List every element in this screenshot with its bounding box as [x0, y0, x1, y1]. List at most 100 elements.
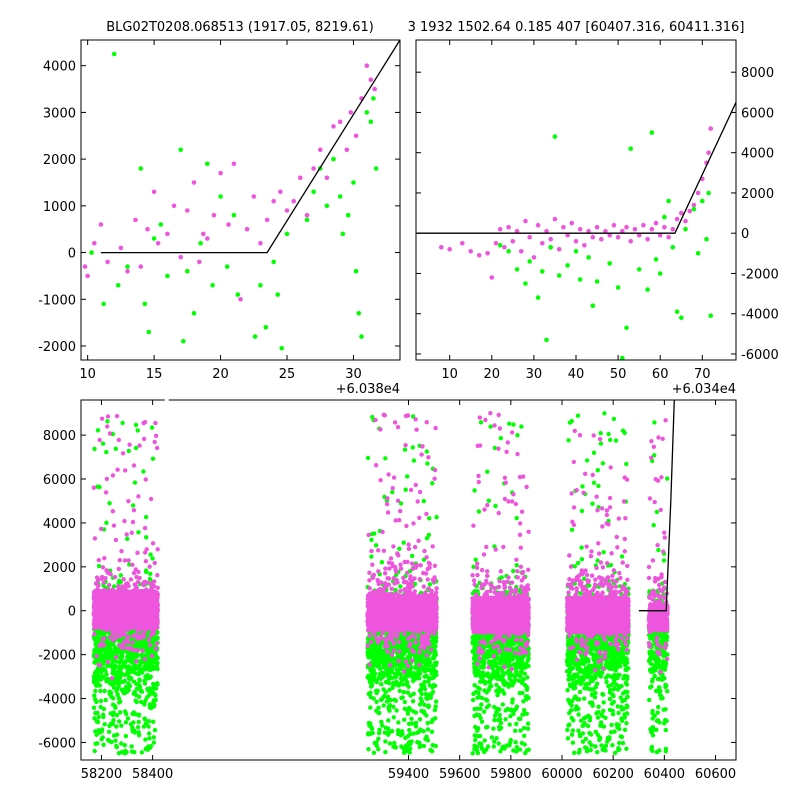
pink-point [122, 639, 127, 644]
pink-point [146, 602, 151, 607]
pink-point [114, 413, 120, 419]
green-point [402, 717, 407, 722]
green-point [126, 676, 132, 681]
green-point [103, 697, 108, 703]
pink-point [565, 232, 570, 238]
green-point [138, 166, 144, 171]
y-tick-label: 8000 [741, 66, 774, 81]
pink-point [122, 558, 128, 563]
green-point [117, 675, 123, 680]
green-point [417, 740, 422, 745]
pink-point [132, 596, 137, 601]
green-point [141, 469, 146, 474]
green-point [123, 748, 128, 754]
green-point [92, 748, 97, 754]
green-point [394, 679, 399, 685]
green-point [403, 487, 408, 492]
pink-point [146, 637, 151, 642]
pink-point [649, 226, 655, 232]
pink-point [706, 150, 711, 155]
pink-point [111, 523, 117, 528]
y-tick-label: 1000 [43, 200, 76, 215]
green-point [368, 705, 373, 710]
green-point [147, 702, 153, 707]
pink-point [96, 609, 102, 614]
pink-point [146, 607, 152, 612]
green-point [402, 750, 407, 755]
pink-point [226, 222, 231, 227]
x-tick-label: 60 [652, 367, 669, 382]
pink-point [101, 580, 106, 585]
green-point [683, 226, 688, 232]
green-point [142, 301, 148, 307]
pink-point [155, 585, 160, 590]
green-point [151, 740, 157, 745]
pink-point [122, 518, 127, 524]
pink-point [119, 549, 124, 554]
green-point [324, 203, 330, 209]
green-point [94, 732, 99, 737]
green-point [131, 710, 136, 715]
pink-point [590, 234, 596, 240]
pink-point [119, 624, 124, 629]
pink-point [708, 126, 713, 131]
pink-point [144, 622, 150, 627]
green-point [704, 236, 709, 242]
pink-point [670, 226, 676, 232]
pink-point [142, 656, 148, 662]
green-point [419, 682, 424, 687]
pink-point [143, 477, 148, 482]
pink-point [116, 614, 121, 619]
pink-point [138, 607, 143, 612]
pink-point [103, 490, 109, 495]
green-point [429, 692, 434, 697]
green-point [119, 687, 125, 692]
green-point [364, 110, 370, 115]
pink-point [433, 425, 438, 431]
green-point [93, 697, 98, 702]
green-point [382, 693, 387, 699]
green-point [379, 650, 385, 655]
y-tick-label: -6000 [741, 348, 779, 363]
pink-point [124, 645, 129, 651]
green-point [185, 268, 190, 274]
pink-point [149, 581, 154, 586]
pink-point [99, 416, 105, 421]
green-point [368, 119, 374, 125]
green-point [158, 222, 164, 227]
green-point [134, 686, 139, 692]
green-point [421, 498, 426, 504]
axes-frame [80, 39, 401, 361]
green-point [144, 569, 149, 575]
green-point [148, 552, 153, 557]
pink-point [94, 653, 99, 659]
green-point [368, 694, 373, 700]
green-point [138, 667, 144, 672]
x-tick-label: 20 [484, 367, 501, 382]
pink-point [552, 216, 558, 222]
green-point [506, 249, 511, 254]
pink-point [211, 212, 217, 218]
pink-point [368, 77, 374, 82]
green-point [129, 749, 135, 754]
green-point [401, 540, 406, 545]
green-point [392, 697, 397, 702]
pink-point [439, 245, 444, 250]
pink-point [130, 519, 136, 525]
green-point [89, 250, 94, 255]
green-point [417, 702, 423, 707]
green-point [95, 484, 100, 489]
pink-point [153, 433, 159, 438]
y-tick-label: 3000 [43, 106, 76, 121]
green-point [311, 189, 316, 195]
green-point [142, 702, 147, 707]
green-point [151, 681, 156, 687]
pink-point [124, 532, 129, 537]
green-point [94, 647, 100, 652]
green-point [139, 750, 145, 755]
pink-point [603, 228, 608, 234]
green-point [371, 654, 376, 660]
green-point [150, 657, 156, 662]
pink-point [134, 659, 139, 664]
green-point [615, 285, 621, 290]
